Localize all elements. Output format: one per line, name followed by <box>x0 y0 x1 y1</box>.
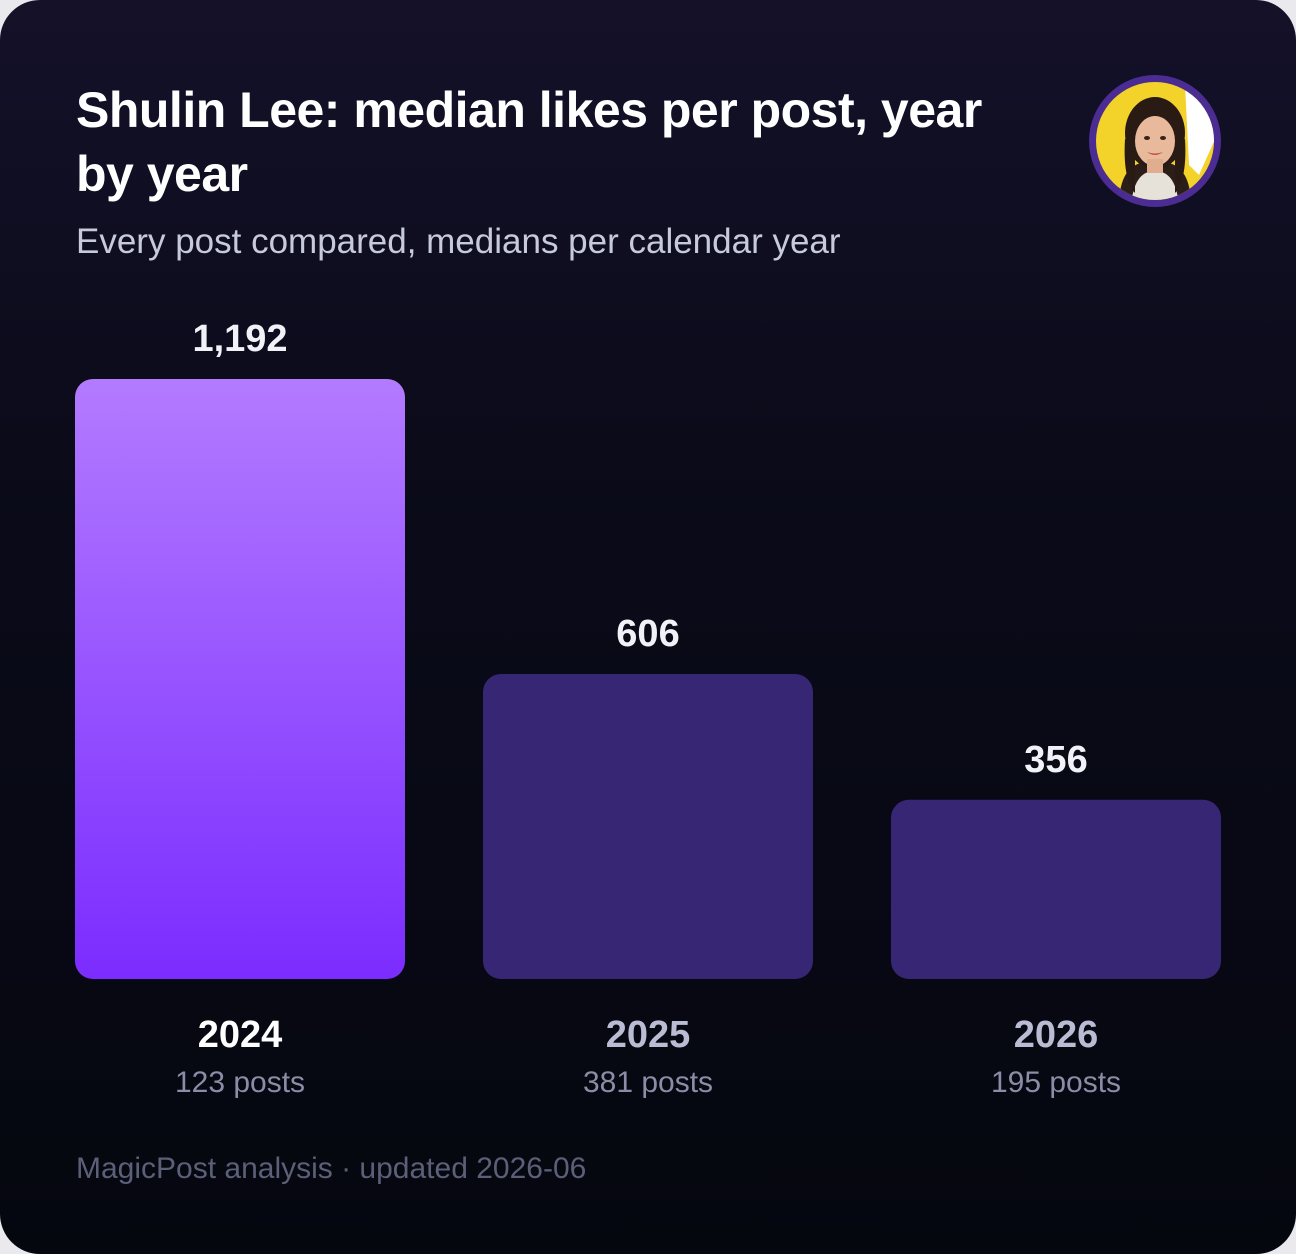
value-label-2026: 356 <box>1024 739 1087 781</box>
avatar-portrait <box>1096 82 1214 200</box>
bar-2025 <box>483 673 813 979</box>
footer-credit: MagicPost analysis · updated 2026-06 <box>76 1152 587 1185</box>
bar-2026 <box>891 799 1221 979</box>
chart-title: Shulin Lee: median likes per post, year … <box>76 82 982 202</box>
category-label-2025: 2025 <box>606 1014 691 1056</box>
category-label-2024: 2024 <box>198 1014 283 1056</box>
chart-subtitle: Every post compared, medians per calenda… <box>76 222 841 261</box>
bar-2024 <box>75 379 405 979</box>
post-count-label-2025: 381 posts <box>583 1066 713 1099</box>
post-count-label-2026: 195 posts <box>991 1066 1121 1099</box>
category-label-2026: 2026 <box>1014 1014 1099 1056</box>
value-label-2024: 1,192 <box>192 318 287 360</box>
value-label-2025: 606 <box>616 613 679 655</box>
avatar <box>1089 75 1221 207</box>
post-count-label-2024: 123 posts <box>175 1066 305 1099</box>
